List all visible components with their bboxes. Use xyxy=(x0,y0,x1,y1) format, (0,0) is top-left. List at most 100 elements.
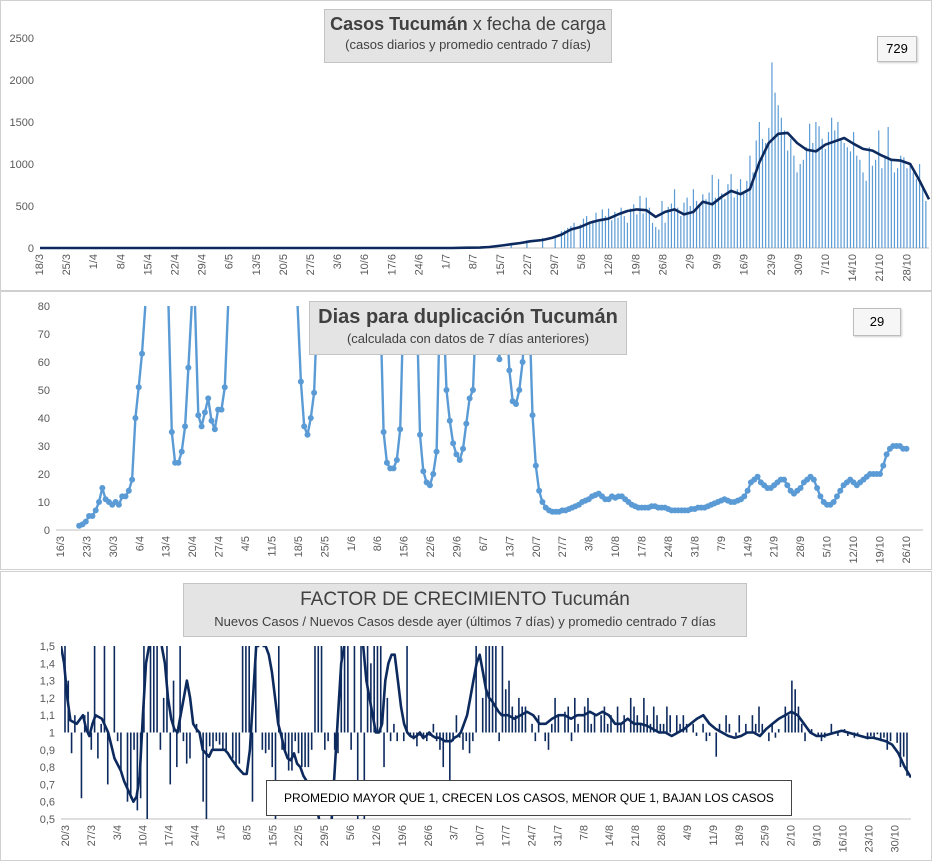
y-tick-label: 30 xyxy=(38,441,50,453)
duplicacion-point xyxy=(420,468,427,475)
x-tick-label: 18/5 xyxy=(293,536,305,557)
factor-subtitle: Nuevos Casos / Nuevos Casos desde ayer (… xyxy=(214,614,716,629)
x-tick-label: 23/3 xyxy=(81,536,93,557)
x-tick-label: 3/6 xyxy=(332,254,344,269)
duplicacion-point xyxy=(380,429,387,435)
duplicacion-point xyxy=(195,412,202,419)
x-tick-label: 25/5 xyxy=(319,536,331,557)
x-tick-label: 28/10 xyxy=(901,254,913,282)
x-tick-label: 2/9 xyxy=(684,254,696,269)
duplicacion-point xyxy=(754,473,761,480)
duplicacion-point xyxy=(880,462,887,469)
duplicacion-point xyxy=(469,387,476,393)
duplicacion-point xyxy=(430,471,437,477)
casos-chart-svg: 0 500 1000 1500 2000 2500 18/3 25/3 1/4 8/4 15/4 22… xyxy=(10,33,931,282)
factor-title-box: FACTOR DE CRECIMIENTO Tucumán Nuevos Cas… xyxy=(183,583,747,637)
x-tick-label: 10/7 xyxy=(475,825,487,846)
x-tick-label: 18/9 xyxy=(734,825,746,846)
x-tick-label: 29/4 xyxy=(197,254,209,275)
y-tick-label: 70 xyxy=(38,329,50,341)
x-tick-label: 24/6 xyxy=(413,254,425,275)
x-tick-label: 22/4 xyxy=(170,254,182,275)
x-tick-label: 5/8 xyxy=(576,254,588,269)
duplicacion-point xyxy=(92,507,99,514)
duplicacion-point xyxy=(536,487,543,494)
x-tick-label: 16/3 xyxy=(55,536,67,557)
duplicacion-point xyxy=(122,493,129,500)
duplicacion-point xyxy=(496,356,503,363)
duplicacion-point xyxy=(390,465,397,472)
duplicacion-point xyxy=(450,440,457,447)
duplicacion-point xyxy=(99,485,106,491)
y-tick-label: 40 xyxy=(38,413,50,425)
duplicacion-point xyxy=(82,518,89,525)
factor-series xyxy=(61,646,911,819)
duplicacion-point xyxy=(810,476,817,483)
duplicacion-point xyxy=(393,457,400,463)
duplicacion-point xyxy=(519,359,526,365)
factor-chart-svg: 0,5 0,6 0,7 0,8 0,9 1 1,1 1,2 1,3 1,4 1,5 20/3 27/3 3… xyxy=(40,641,911,853)
x-tick-label: 30/3 xyxy=(108,536,120,557)
x-tick-label: 28/9 xyxy=(795,536,807,557)
duplicacion-point xyxy=(443,387,450,393)
x-tick-label: 10/8 xyxy=(610,536,622,557)
x-tick-label: 6/4 xyxy=(134,536,146,551)
y-tick-label: 500 xyxy=(16,201,34,213)
x-tick-label: 9/10 xyxy=(812,825,824,846)
duplicacion-point xyxy=(221,384,228,391)
y-tick-label: 1,1 xyxy=(40,710,55,722)
x-tick-label: 22/6 xyxy=(425,536,437,557)
x-tick-label: 13/7 xyxy=(504,536,516,557)
duplicacion-point xyxy=(814,485,821,491)
duplicacion-point xyxy=(135,384,142,391)
duplicacion-point xyxy=(532,462,539,469)
casos-title-suffix: x fecha de carga xyxy=(472,14,606,34)
duplicacion-point xyxy=(132,415,139,421)
x-tick-label: 31/8 xyxy=(689,536,701,557)
x-tick-label: 13/4 xyxy=(161,536,173,557)
duplicacion-point xyxy=(506,367,513,374)
casos-title-box: Casos Tucumán x fecha de carga (casos di… xyxy=(324,9,612,63)
duplicacion-point xyxy=(744,487,751,494)
x-tick-label: 27/5 xyxy=(305,254,317,275)
x-tick-label: 8/7 xyxy=(468,254,480,269)
duplicacion-point xyxy=(205,395,212,402)
x-tick-label: 25/9 xyxy=(760,825,772,846)
x-tick-label: 17/4 xyxy=(164,825,176,846)
duplicacion-chart-svg: 0 10 20 30 40 50 60 70 80 16/3 23/3 30/3 6/4 13/4 20/4… xyxy=(38,301,923,564)
x-tick-label: 7/8 xyxy=(578,825,590,840)
duplicacion-point xyxy=(218,406,225,413)
x-tick-label: 5/6 xyxy=(345,825,357,840)
x-tick-label: 21/8 xyxy=(630,825,642,846)
duplicacion-point xyxy=(201,409,208,416)
y-tick-label: 0,5 xyxy=(40,814,55,826)
duplicacion-point xyxy=(426,482,433,489)
x-tick-label: 20/4 xyxy=(187,536,199,557)
x-tick-label: 8/6 xyxy=(372,536,384,551)
x-tick-label: 20/3 xyxy=(60,825,72,846)
duplicacion-point xyxy=(516,387,523,393)
y-tick-label: 1,5 xyxy=(40,641,55,653)
duplicacion-point xyxy=(903,445,910,452)
y-tick-label: 0,8 xyxy=(40,762,55,774)
x-tick-label: 23/10 xyxy=(863,825,875,853)
x-tick-label: 6/5 xyxy=(224,254,236,269)
x-tick-label: 16/10 xyxy=(837,825,849,853)
duplicacion-point xyxy=(139,350,146,357)
x-tick-label: 1/6 xyxy=(346,536,358,551)
x-tick-label: 5/10 xyxy=(822,536,834,557)
x-tick-label: 31/7 xyxy=(552,825,564,846)
duplicacion-title: Dias para duplicación Tucumán xyxy=(318,306,618,328)
duplicacion-point xyxy=(453,451,460,458)
duplicacion-point xyxy=(797,485,804,491)
duplicacion-point xyxy=(446,417,453,424)
x-tick-label: 12/10 xyxy=(848,536,860,564)
x-tick-label: 15/4 xyxy=(142,254,154,275)
duplicacion-point xyxy=(129,476,136,483)
x-tick-label: 10/4 xyxy=(138,825,150,846)
x-tick-label: 28/8 xyxy=(656,825,668,846)
duplicacion-point xyxy=(466,395,473,402)
x-tick-label: 15/6 xyxy=(399,536,411,557)
x-tick-label: 17/7 xyxy=(501,825,513,846)
casos-current-value: 729 xyxy=(877,36,917,62)
